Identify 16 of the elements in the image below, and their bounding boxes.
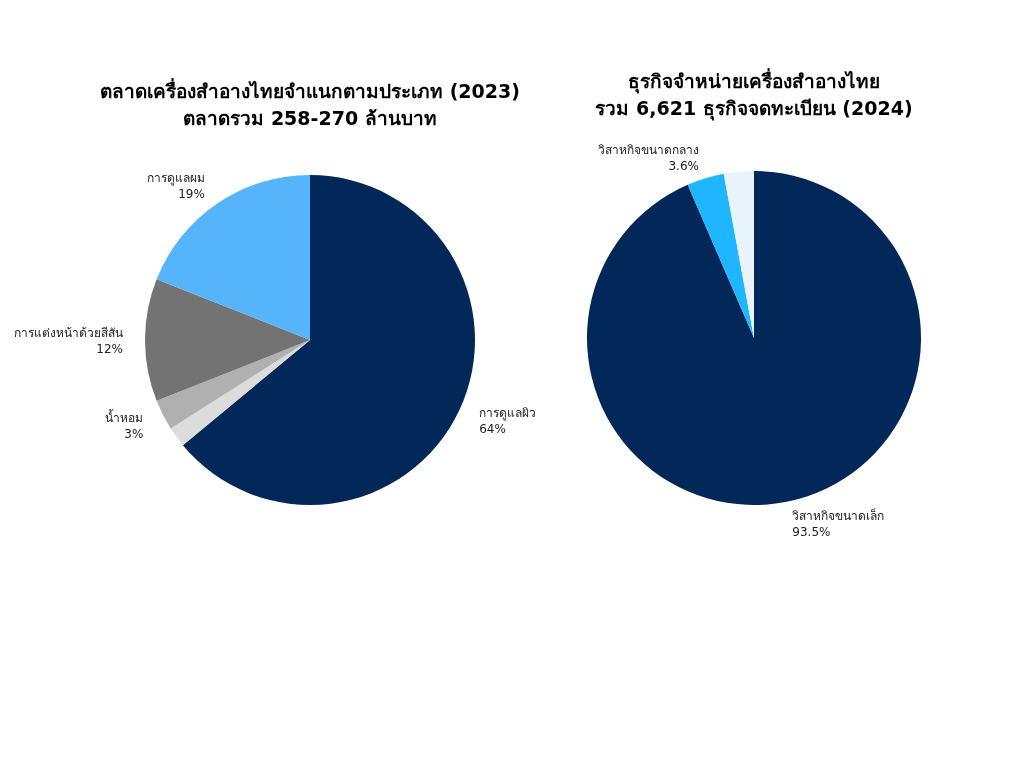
- slice-label: วิสาหกิจขนาดกลาง: [597, 143, 699, 158]
- slice-label: การดูแลผิว: [479, 405, 537, 421]
- data-label: 64%: [479, 421, 506, 436]
- chart-subtitle: รวม 6,621 ธุรกิจจดทะเบียน (2024): [595, 97, 913, 121]
- slice-label: การแต่งหน้าด้วยสีสัน: [14, 326, 123, 340]
- chart-subtitle: ตลาดรวม 258-270 ล้านบาท: [183, 107, 437, 129]
- slice-label: การดูแลผม: [146, 171, 205, 187]
- chart-title: ตลาดเครื่องสำอางไทยจำแนกตามประเภท (2023): [100, 78, 520, 102]
- slice-label: น้ำหอม: [105, 408, 144, 425]
- data-label: 12%: [96, 342, 123, 356]
- data-label: 3%: [124, 426, 144, 441]
- data-label: 19%: [178, 187, 205, 202]
- data-label: 3.6%: [668, 159, 699, 174]
- chart-title: ธุรกิจจำหน่ายเครื่องสำอางไทย: [628, 68, 880, 94]
- slice-label: วิสาหกิจขนาดเล็ก: [792, 508, 885, 524]
- data-label: 93.5%: [792, 525, 831, 540]
